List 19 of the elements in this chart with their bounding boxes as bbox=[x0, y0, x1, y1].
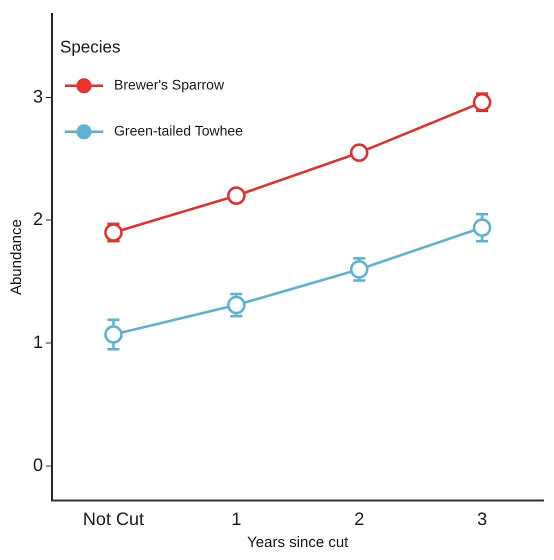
y-tick-label: 3 bbox=[32, 86, 44, 106]
point bbox=[350, 260, 368, 279]
y-tick-label: 2 bbox=[32, 209, 44, 230]
y-axis-title: Abundance bbox=[8, 219, 26, 296]
x-axis-title: Years since cut bbox=[247, 534, 350, 552]
legend-title: Species bbox=[60, 37, 120, 56]
point bbox=[350, 143, 368, 162]
x-tick-label: 3 bbox=[477, 509, 488, 530]
point bbox=[227, 296, 246, 314]
x-tick-label: Not Cut bbox=[82, 509, 144, 530]
x-tick-label: 1 bbox=[231, 509, 242, 530]
point bbox=[227, 186, 246, 205]
legend-label: Green-tailed Towhee bbox=[114, 122, 244, 139]
point bbox=[472, 218, 492, 237]
y-tick-label: 1 bbox=[32, 332, 44, 352]
legend-label: Brewer's Sparrow bbox=[114, 76, 225, 93]
point bbox=[104, 325, 123, 344]
y-tick-label: 0 bbox=[32, 454, 44, 475]
x-tick-label: 2 bbox=[354, 509, 364, 530]
